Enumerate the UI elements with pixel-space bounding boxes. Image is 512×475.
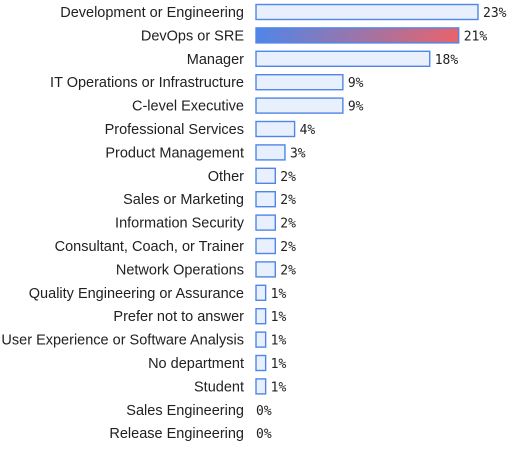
value-label: 23% — [483, 6, 507, 21]
category-label: Manager — [187, 52, 244, 68]
value-label: 4% — [300, 123, 316, 138]
category-label: Development or Engineering — [60, 5, 244, 21]
category-label: Prefer not to answer — [113, 309, 244, 325]
value-label: 1% — [271, 357, 287, 372]
bar — [255, 120, 296, 138]
value-label: 2% — [280, 240, 296, 255]
value-label: 1% — [271, 287, 287, 302]
value-label: 0% — [256, 404, 272, 419]
value-label: 2% — [280, 217, 296, 232]
category-label: User Experience or Software Analysis — [1, 333, 244, 349]
bar — [255, 73, 344, 91]
bar — [255, 237, 277, 255]
bar — [255, 3, 479, 21]
bar — [255, 144, 286, 161]
value-label: 21% — [464, 29, 488, 44]
category-label: Product Management — [105, 145, 244, 161]
chart-rows: Development or Engineering 23% DevOps or S… — [1, 3, 507, 442]
bar — [255, 97, 344, 114]
bar — [255, 214, 277, 231]
category-label: Consultant, Coach, or Trainer — [55, 239, 245, 255]
value-label: 18% — [435, 53, 459, 68]
value-label: 1% — [271, 334, 287, 349]
value-label: 3% — [290, 146, 306, 161]
category-label: IT Operations or Infrastructure — [50, 75, 244, 91]
bar — [255, 284, 267, 301]
category-label: Information Security — [115, 216, 245, 232]
category-label: No department — [148, 356, 244, 372]
bar — [255, 331, 267, 348]
bar — [255, 378, 267, 395]
value-label: 9% — [348, 76, 364, 91]
bar — [255, 50, 431, 67]
value-label: 2% — [280, 263, 296, 278]
value-label: 2% — [280, 193, 296, 208]
bar — [255, 354, 267, 372]
value-label: 1% — [271, 380, 287, 395]
category-label: Release Engineering — [109, 426, 244, 442]
category-label: Professional Services — [105, 122, 244, 138]
value-label: 9% — [348, 100, 364, 115]
value-label: 1% — [271, 310, 287, 325]
category-label: Sales or Marketing — [123, 192, 244, 208]
bar — [255, 261, 277, 278]
category-label: Other — [208, 169, 244, 185]
category-label: Quality Engineering or Assurance — [29, 286, 244, 302]
bar — [255, 167, 277, 185]
value-label: 0% — [256, 427, 272, 442]
category-label: C-level Executive — [132, 99, 244, 115]
value-label: 2% — [280, 170, 296, 185]
category-label: Sales Engineering — [126, 403, 244, 419]
bar — [255, 308, 267, 325]
bar — [255, 190, 277, 208]
bar — [255, 27, 460, 44]
category-label: Student — [194, 379, 244, 395]
category-label: DevOps or SRE — [141, 28, 244, 44]
category-label: Network Operations — [116, 262, 244, 278]
